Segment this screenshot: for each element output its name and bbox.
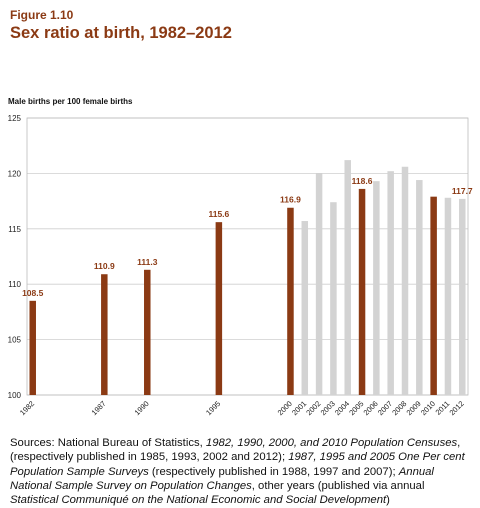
x-tick-label: 1982 (18, 399, 36, 417)
note-text: (respectively published in 1988, 1997 an… (148, 465, 399, 478)
source-notes: Sources: National Bureau of Statistics, … (10, 436, 472, 507)
x-tick-label: 2009 (405, 399, 423, 417)
bar (215, 222, 223, 395)
x-tick-label: 2006 (362, 399, 380, 417)
plot-frame (26, 117, 469, 396)
y-tick-label: 100 (8, 391, 22, 400)
bar (459, 198, 466, 395)
bar (101, 274, 108, 395)
x-tick-label: 2004 (333, 399, 351, 417)
bar (430, 196, 437, 395)
bar (387, 171, 394, 395)
value-label: 111.3 (137, 257, 158, 267)
value-label: 115.6 (208, 209, 229, 219)
value-label: 116.9 (280, 195, 301, 205)
bar (358, 188, 366, 395)
x-tick-label: 1990 (133, 399, 151, 417)
x-tick-label: 2001 (290, 399, 308, 417)
note-text: , other years (published via annual (251, 479, 425, 492)
note-text: Sources: National Bureau of Statistics, (10, 437, 206, 449)
bar (330, 202, 337, 395)
note-text: 1987, 1995 and 2005 One Per cent Populat… (10, 451, 465, 478)
y-tick-label: 115 (8, 225, 21, 234)
x-tick-label: 2005 (347, 399, 365, 417)
bar (444, 197, 452, 395)
bar (29, 300, 36, 395)
bar (301, 221, 309, 395)
y-tick-label: 110 (8, 280, 21, 289)
bar (287, 207, 294, 395)
x-tick-label: 2000 (276, 399, 294, 417)
note-text: , (respectively published in 1985, 1993,… (10, 437, 461, 464)
chart: Figure 1.10 Sex ratio at birth, 1982–201… (8, 8, 473, 417)
value-label: 117.7 (452, 186, 473, 196)
x-tick-label: 1995 (204, 399, 222, 417)
figure-label: Figure 1.10 (10, 8, 74, 22)
note-text: 1982, 1990, 2000, and 2010 Population Ce… (205, 437, 458, 449)
bar (344, 160, 351, 395)
value-label: 118.6 (352, 176, 373, 186)
note-text: Statistical Communiqué on the National E… (10, 494, 387, 507)
note-text: ) (386, 494, 390, 507)
bar (373, 181, 380, 395)
y-tick-label: 125 (8, 114, 22, 123)
bar (416, 180, 423, 395)
value-label: 108.5 (22, 288, 44, 298)
x-tick-label: 2003 (319, 399, 337, 417)
x-tick-label: 2011 (434, 399, 452, 417)
bar (315, 173, 323, 395)
chart-title: Sex ratio at birth, 1982–2012 (10, 24, 232, 42)
y-tick-label: 105 (8, 336, 22, 345)
x-tick-label: 2010 (419, 399, 437, 417)
y-axis-label: Male births per 100 female births (8, 97, 133, 106)
bar (144, 269, 151, 395)
value-label: 110.9 (94, 261, 115, 271)
x-tick-label: 2007 (376, 399, 394, 417)
bar (401, 166, 409, 395)
note-text: Annual National Sample Survey on Populat… (10, 465, 434, 492)
x-tick-label: 2008 (390, 399, 408, 417)
y-tick-label: 120 (8, 169, 22, 178)
x-tick-label: 2002 (304, 399, 322, 417)
x-tick-label: 2012 (448, 399, 466, 417)
x-tick-label: 1987 (90, 399, 108, 417)
